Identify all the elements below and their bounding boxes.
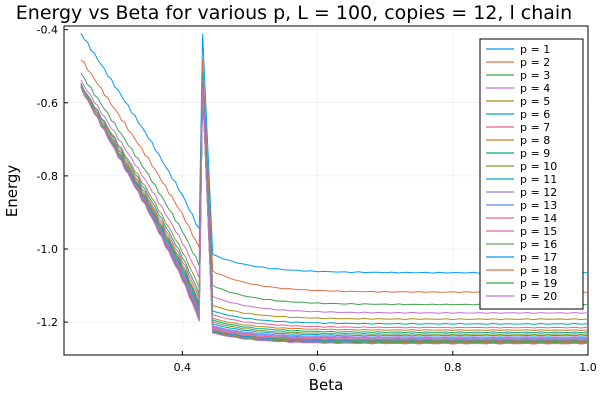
legend-label: p = 5 bbox=[520, 95, 550, 108]
legend-label: p = 14 bbox=[520, 212, 557, 225]
legend: p = 1p = 2p = 3p = 4p = 5p = 6p = 7p = 8… bbox=[479, 38, 584, 310]
legend-label: p = 20 bbox=[520, 290, 557, 303]
legend-label: p = 16 bbox=[520, 238, 557, 251]
y-tick-label: -0.6 bbox=[37, 97, 58, 110]
legend-label: p = 17 bbox=[520, 251, 557, 264]
legend-label: p = 8 bbox=[520, 134, 550, 147]
chart-title: Energy vs Beta for various p, L = 100, c… bbox=[16, 2, 572, 24]
x-tick-label: 0.4 bbox=[174, 361, 192, 374]
x-axis-label: Beta bbox=[309, 376, 344, 394]
legend-label: p = 6 bbox=[520, 108, 550, 121]
legend-label: p = 18 bbox=[520, 264, 557, 277]
legend-label: p = 9 bbox=[520, 147, 550, 160]
plot-frame bbox=[63, 25, 589, 356]
legend-label: p = 4 bbox=[520, 82, 550, 95]
axis-ticks: 0.4 0.6 0.8 1.0 -0.4 -0.6 -0.8 -1.0 -1.2 bbox=[37, 24, 597, 374]
series-line bbox=[80, 82, 589, 321]
x-tick-label: 0.8 bbox=[444, 361, 462, 374]
series-line bbox=[80, 84, 589, 329]
legend-label: p = 7 bbox=[520, 121, 550, 134]
x-tick-label: 0.6 bbox=[309, 361, 327, 374]
grid-lines bbox=[64, 26, 589, 355]
legend-label: p = 19 bbox=[520, 277, 557, 290]
legend-box bbox=[479, 38, 584, 310]
series-line bbox=[80, 79, 589, 314]
series-line bbox=[80, 84, 589, 332]
y-tick-label: -1.0 bbox=[37, 243, 58, 256]
series-line bbox=[80, 86, 589, 345]
y-axis-label: Energy bbox=[3, 165, 21, 218]
y-tick-label: -0.4 bbox=[37, 24, 58, 37]
legend-label: p = 3 bbox=[520, 69, 550, 82]
legend-label: p = 12 bbox=[520, 186, 557, 199]
x-tick-label: 1.0 bbox=[579, 361, 597, 374]
legend-label: p = 2 bbox=[520, 56, 550, 69]
legend-label: p = 15 bbox=[520, 225, 557, 238]
legend-label: p = 13 bbox=[520, 199, 557, 212]
series-line bbox=[80, 82, 589, 325]
legend-label: p = 11 bbox=[520, 173, 557, 186]
legend-label: p = 10 bbox=[520, 160, 557, 173]
legend-label: p = 1 bbox=[520, 43, 550, 56]
y-tick-label: -1.2 bbox=[37, 316, 58, 329]
y-tick-label: -0.8 bbox=[37, 170, 58, 183]
